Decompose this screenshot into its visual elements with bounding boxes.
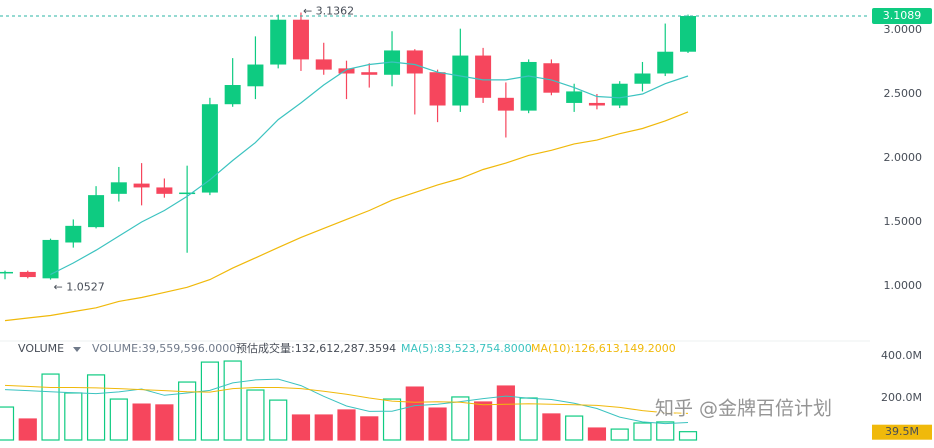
y2-tick-label: 200.0M [881, 391, 922, 404]
legend-entry: MA(5):83,523,754.8000 [401, 342, 532, 355]
candle-body [0, 271, 13, 274]
volume-bar [109, 398, 128, 441]
legend-entry: 预估成交量:132,612,287.3594 [236, 341, 396, 355]
volume-bar [0, 406, 15, 441]
watermark: 知乎 @金牌百倍计划 [655, 398, 832, 420]
volume-bar [291, 414, 311, 441]
volume-bar [656, 421, 675, 441]
candle-body [315, 59, 332, 70]
candle-body [270, 19, 287, 65]
candle-body [201, 104, 218, 193]
volume-bar [587, 427, 607, 441]
candle-body [680, 16, 696, 52]
candle-body [657, 51, 674, 74]
candle-body [156, 187, 173, 194]
candle-body [88, 195, 105, 228]
volume-bar [405, 386, 424, 441]
candle-body [566, 91, 583, 103]
volume-bar [41, 373, 60, 441]
low-annotation: ← 1.0527 [54, 281, 105, 294]
volume-ma-line [4, 378, 689, 425]
candle-body [520, 61, 537, 111]
y-tick-label: 3.0000 [884, 23, 923, 36]
volume-bar [428, 407, 447, 441]
volume-bar [382, 398, 402, 441]
candle-body [634, 73, 651, 84]
volume-bar [223, 360, 242, 441]
candle-body [497, 97, 514, 111]
volume-bar [246, 389, 265, 441]
volume-bar [496, 385, 515, 441]
last-price-label: 3.1089 [883, 9, 922, 22]
volume-bar [200, 361, 219, 441]
y-tick-label: 1.0000 [884, 279, 923, 292]
y2-tick-label: 400.0M [881, 349, 922, 362]
candle-body [452, 55, 469, 106]
candle-body [292, 19, 309, 60]
last-volume-label: 39.5M [885, 425, 919, 438]
volume-ma-line [4, 384, 689, 414]
volume-bar [18, 418, 37, 441]
candle-body [65, 225, 82, 243]
candle-body [247, 64, 264, 87]
volume-bar [64, 392, 83, 441]
volume-bar [132, 403, 151, 441]
candle-body [224, 85, 241, 105]
volume-bar [474, 401, 493, 441]
volume-bar [633, 422, 652, 441]
candle-body [179, 192, 196, 195]
candle-body [361, 72, 378, 75]
volume-bar [565, 415, 584, 441]
volume-bar [678, 431, 698, 441]
volume-bar [178, 381, 197, 441]
candle-body [133, 183, 150, 188]
high-annotation: ← 3.1362 [303, 5, 354, 18]
volume-bar [610, 428, 629, 441]
y-tick-label: 1.5000 [884, 215, 923, 228]
volume-bar [451, 396, 470, 441]
volume-bar [269, 399, 288, 441]
y-tick-label: 2.5000 [884, 87, 923, 100]
volume-bar [86, 374, 106, 441]
volume-bar [155, 404, 174, 441]
candle-body [110, 182, 127, 194]
candle-body [611, 83, 628, 106]
last-price-box [872, 8, 932, 25]
moving-average-line [4, 111, 689, 322]
volume-bar [337, 409, 356, 441]
candle-body [543, 63, 560, 93]
volume-bar [314, 414, 333, 441]
volume-bar [542, 413, 561, 441]
y-tick-label: 2.0000 [884, 151, 923, 164]
dropdown-caret[interactable] [73, 347, 81, 352]
candle-body [429, 72, 446, 106]
last-volume-box [872, 424, 932, 440]
candle-body [338, 68, 355, 74]
candle-body [19, 271, 36, 278]
moving-average-line [50, 61, 689, 276]
volume-selector[interactable]: VOLUME [18, 342, 64, 355]
candle-body [588, 102, 605, 106]
candle-body [42, 239, 59, 279]
legend-entry: MA(10):126,613,149.2000 [531, 342, 676, 355]
candle-body [475, 55, 492, 98]
legend-entry: VOLUME:39,559,596.0000 [92, 342, 236, 355]
candle-body [406, 50, 423, 74]
volume-bar [360, 416, 379, 441]
